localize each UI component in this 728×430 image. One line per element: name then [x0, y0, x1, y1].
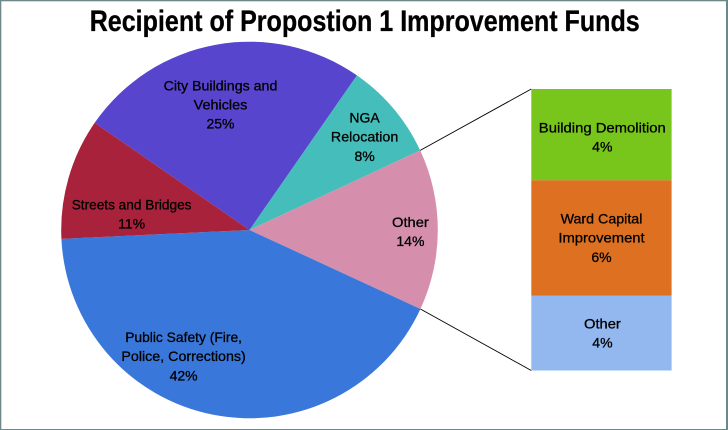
svg-text:Improvement: Improvement [558, 230, 644, 246]
svg-text:14%: 14% [396, 233, 424, 249]
svg-text:25%: 25% [206, 116, 234, 132]
svg-text:42%: 42% [170, 367, 198, 383]
svg-text:Police, Corrections): Police, Corrections) [121, 348, 245, 364]
svg-text:Other: Other [584, 315, 621, 331]
svg-text:Other: Other [392, 214, 429, 230]
svg-text:8%: 8% [354, 148, 374, 164]
svg-text:4%: 4% [592, 334, 612, 350]
svg-text:Vehicles: Vehicles [194, 97, 248, 113]
svg-text:Building Demolition: Building Demolition [539, 119, 666, 135]
svg-text:Ward Capital: Ward Capital [561, 211, 643, 227]
svg-text:11%: 11% [118, 216, 145, 232]
svg-text:Streets and Bridges: Streets and Bridges [72, 196, 192, 212]
svg-text:4%: 4% [592, 139, 612, 155]
svg-text:City Buildings and: City Buildings and [164, 77, 278, 93]
svg-text:Public Safety (Fire,: Public Safety (Fire, [125, 329, 242, 345]
svg-text:Relocation: Relocation [331, 129, 398, 145]
svg-text:Recipient of Propostion 1 Impr: Recipient of Propostion 1 Improvement Fu… [90, 5, 640, 38]
svg-text:NGA: NGA [349, 110, 380, 126]
svg-text:6%: 6% [591, 249, 611, 265]
